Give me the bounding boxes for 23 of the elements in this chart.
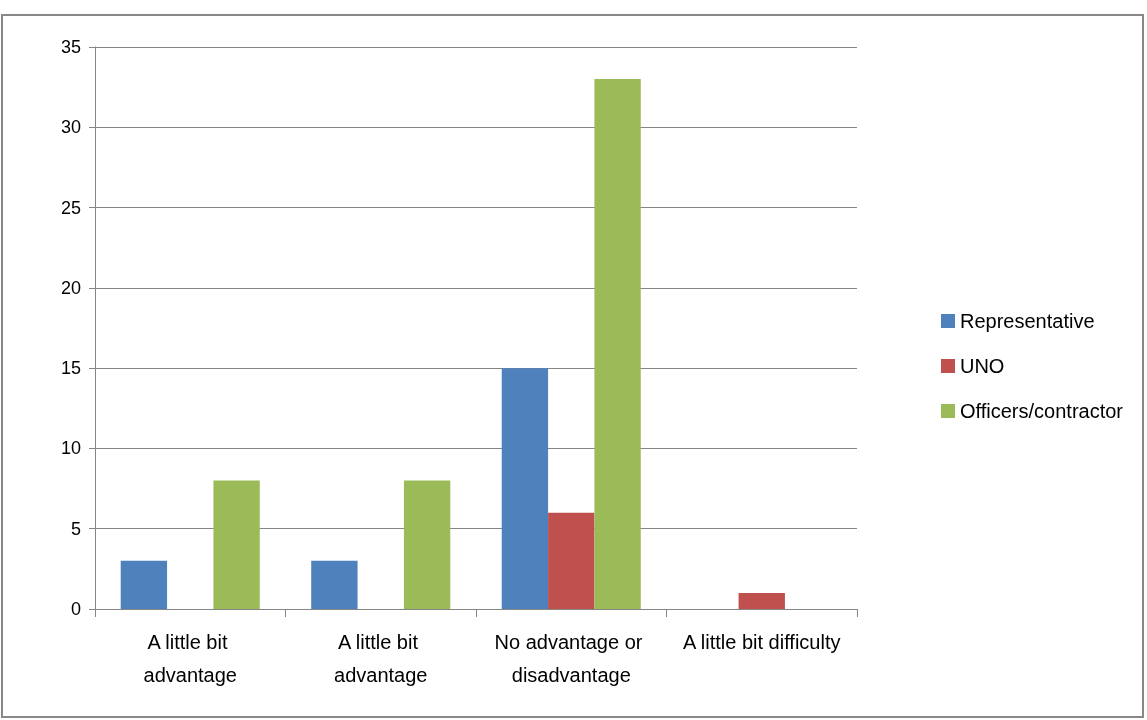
bar [501,368,549,609]
bar [213,480,260,609]
y-tick-label: 15 [60,358,81,379]
y-tick-label: 10 [60,438,81,459]
bar [403,480,451,609]
y-tick-label: 35 [60,37,81,57]
bar [594,79,641,609]
y-tick-label: 20 [60,277,81,298]
x-tick-label: A little bit advantage [334,630,428,686]
y-tick-label: 30 [60,117,81,138]
y-tick-label: 0 [70,599,81,619]
x-tick-label: No advantage or disadvantage [494,630,648,686]
x-tick-label: A little bit advantage [143,630,237,686]
x-tick-label: A little bit difficulty [683,630,841,653]
bar [738,592,785,609]
legend-label: Officers/contractor [959,400,1124,422]
bar [311,560,358,609]
legend-label: Representative [959,310,1095,332]
y-tick-label: 5 [70,518,81,539]
bar [548,512,595,609]
bar [120,560,168,609]
y-tick-label: 25 [60,197,81,218]
legend-label: UNO [959,355,1005,377]
